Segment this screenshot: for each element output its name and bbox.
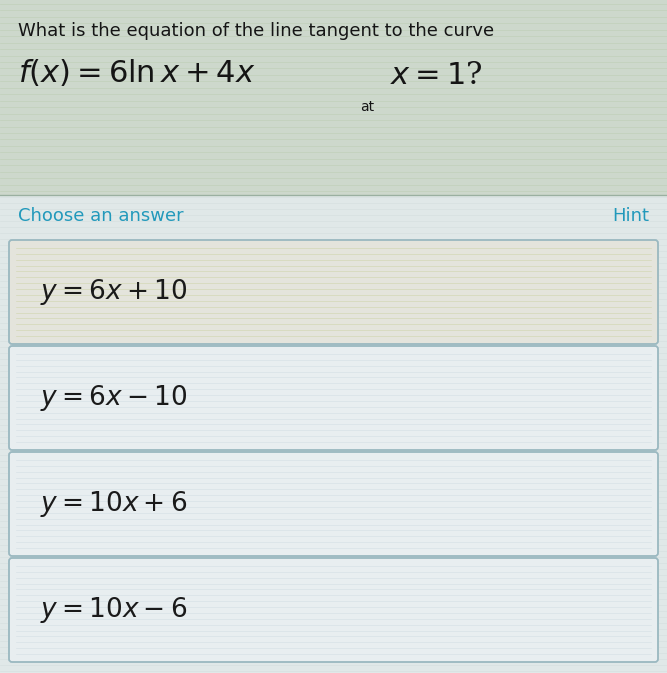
FancyBboxPatch shape	[0, 0, 667, 195]
Text: Hint: Hint	[612, 207, 649, 225]
Text: $y = 6x + 10$: $y = 6x + 10$	[40, 277, 187, 307]
FancyBboxPatch shape	[9, 240, 658, 344]
Text: $y = 10x - 6$: $y = 10x - 6$	[40, 595, 187, 625]
FancyBboxPatch shape	[0, 195, 667, 673]
Text: $y = 10x + 6$: $y = 10x + 6$	[40, 489, 187, 519]
Text: $x = 1$?: $x = 1$?	[390, 60, 483, 91]
FancyBboxPatch shape	[9, 346, 658, 450]
Text: Choose an answer: Choose an answer	[18, 207, 183, 225]
FancyBboxPatch shape	[9, 452, 658, 556]
Text: $y = 6x - 10$: $y = 6x - 10$	[40, 383, 187, 413]
Text: What is the equation of the line tangent to the curve: What is the equation of the line tangent…	[18, 22, 494, 40]
Text: $f(x) = 6\ln x + 4x$: $f(x) = 6\ln x + 4x$	[18, 58, 255, 89]
Text: at: at	[360, 100, 374, 114]
FancyBboxPatch shape	[9, 558, 658, 662]
